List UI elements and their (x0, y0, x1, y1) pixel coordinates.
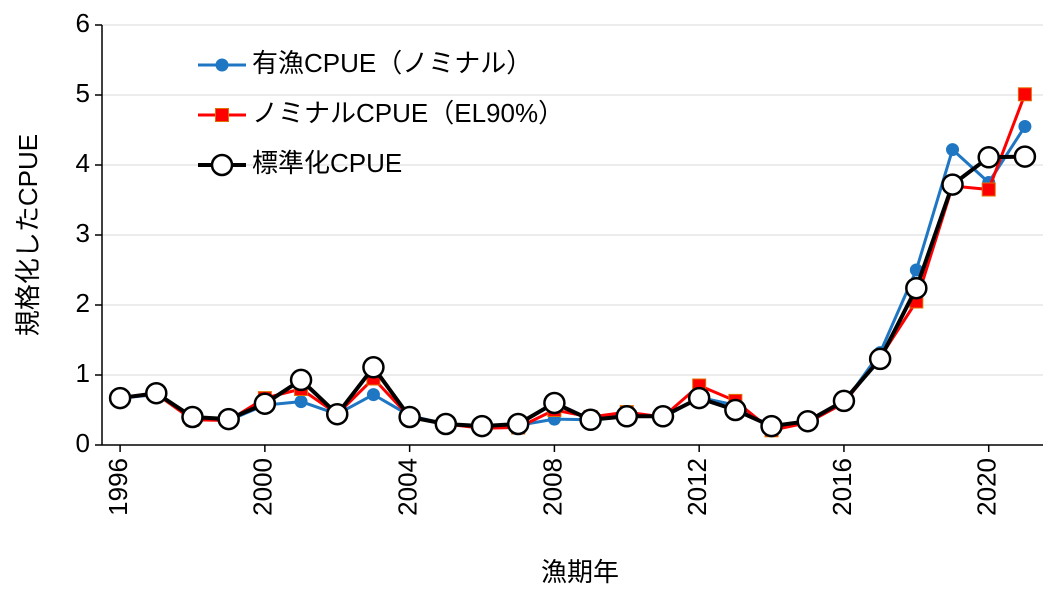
x-tick-label: 1996 (103, 458, 133, 516)
marker (941, 173, 964, 196)
marker (1018, 120, 1032, 133)
marker (832, 389, 856, 413)
legend-label: ノミナルCPUE（EL90%） (252, 98, 564, 128)
series-line (119, 154, 1025, 429)
marker (215, 108, 229, 122)
legend-label: 有漁CPUE（ノミナル） (252, 48, 532, 78)
y-tick-label: 3 (76, 218, 90, 248)
marker (506, 412, 530, 436)
marker (145, 381, 168, 405)
x-tick-label: 2004 (393, 458, 423, 516)
marker (289, 368, 313, 392)
x-axis-title: 漁期年 (541, 557, 619, 587)
marker (294, 395, 308, 409)
y-axis-title: 規格化したCPUE (13, 134, 43, 336)
marker (398, 405, 421, 429)
marker (108, 386, 132, 410)
marker (615, 405, 639, 428)
x-tick-label: 2016 (827, 458, 857, 516)
marker (1017, 87, 1032, 102)
x-tick-label: 2008 (537, 458, 567, 516)
marker (217, 407, 240, 431)
x-tick-label: 2000 (248, 458, 278, 516)
marker (868, 347, 892, 371)
marker (326, 402, 349, 426)
marker (1013, 145, 1037, 168)
marker (210, 153, 234, 177)
marker (253, 392, 277, 415)
marker (724, 398, 747, 422)
marker (796, 409, 819, 433)
marker (687, 386, 711, 410)
legend-label: 標準化CPUE (252, 148, 402, 178)
y-tick-label: 6 (76, 8, 90, 38)
marker (946, 143, 960, 157)
marker (905, 276, 928, 300)
y-tick-label: 1 (76, 358, 90, 388)
marker (579, 408, 602, 432)
series-line (119, 93, 1027, 432)
x-tick-label: 2012 (682, 458, 712, 516)
marker (181, 405, 204, 429)
y-tick-label: 0 (76, 428, 90, 458)
x-tick-label: 2020 (972, 458, 1002, 516)
y-tick-label: 5 (76, 78, 90, 108)
marker (760, 414, 783, 438)
marker (215, 58, 229, 72)
y-tick-label: 4 (76, 148, 90, 178)
marker (366, 388, 380, 402)
marker (651, 405, 675, 428)
marker (981, 182, 996, 197)
marker (434, 412, 458, 436)
marker (362, 356, 385, 379)
marker (470, 414, 494, 438)
y-tick-label: 2 (76, 288, 90, 318)
marker (543, 391, 566, 415)
marker (977, 146, 1000, 169)
